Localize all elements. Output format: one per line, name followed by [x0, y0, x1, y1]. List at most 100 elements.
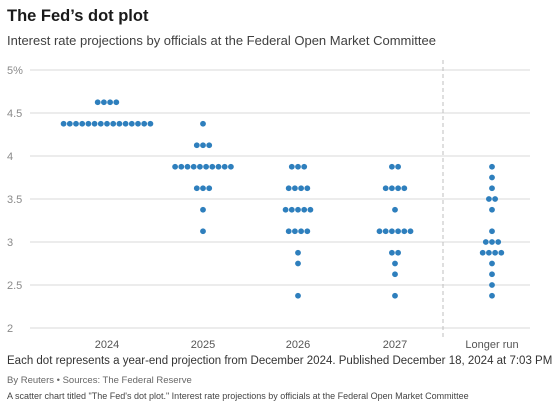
projection-dot [479, 249, 486, 256]
projection-dot [489, 174, 495, 181]
projection-dot [392, 271, 398, 278]
projection-dot [401, 228, 408, 235]
projection-dot [489, 282, 495, 288]
projection-dot [307, 206, 314, 213]
projection-dot [295, 249, 301, 256]
projection-dot [301, 163, 308, 170]
projection-dot [389, 249, 395, 256]
y-tick-label: 2 [7, 323, 13, 335]
projection-dot [200, 228, 206, 235]
projection-dot [389, 228, 395, 235]
projection-dot [489, 239, 495, 245]
dot-plot-chart: 2 2.5 3 3.5 4 4.5 5% 2024 2025 2026 2027 Longer run [7, 60, 530, 351]
projection-dot [301, 206, 308, 213]
y-tick-label: 3.5 [7, 194, 22, 206]
projection-dot [392, 260, 398, 267]
projection-dot [172, 163, 179, 170]
projection-dot [382, 228, 389, 235]
projection-dot [200, 142, 206, 149]
projection-dot [298, 228, 304, 235]
projection-dot [200, 120, 206, 127]
chart-note: Each dot represents a year-end projectio… [7, 355, 554, 367]
x-category-label: 2027 [383, 339, 407, 351]
projection-dot [60, 120, 67, 127]
projection-dot [395, 228, 401, 235]
projection-dot [407, 228, 414, 235]
projection-dot [389, 163, 395, 170]
projection-dot [389, 185, 395, 192]
projection-dot [295, 260, 301, 267]
projection-dot [104, 120, 110, 127]
projection-dot [79, 120, 86, 127]
x-category-label: 2024 [95, 339, 119, 351]
projection-dot [193, 185, 200, 192]
projection-dot [197, 163, 203, 170]
projection-dot [392, 206, 398, 213]
projection-dot [135, 120, 141, 127]
projection-dot [304, 185, 311, 192]
projection-dot [292, 228, 298, 235]
y-tick-label: 4 [7, 151, 13, 163]
projection-dot [489, 292, 495, 299]
projection-dot [184, 163, 191, 170]
projection-dot [85, 120, 92, 127]
chart-byline: By Reuters • Sources: The Federal Reserv… [7, 375, 192, 386]
projection-dot [178, 163, 185, 170]
projection-dot [295, 292, 301, 299]
projection-dot [101, 99, 107, 106]
projection-dot [489, 163, 495, 170]
projection-dot [285, 228, 292, 235]
y-tick-label: 4.5 [7, 108, 22, 120]
projection-dot [486, 196, 492, 202]
projection-dot [107, 99, 113, 106]
x-category-label: 2025 [191, 339, 215, 351]
projection-dot [489, 206, 495, 213]
projection-dot [489, 228, 495, 235]
projection-dot [376, 228, 383, 235]
projection-dot [141, 120, 148, 127]
projection-dot [489, 271, 495, 278]
y-tick-label: 5% [7, 65, 23, 77]
projection-dot [66, 120, 73, 127]
projection-dot [209, 163, 216, 170]
projection-dot [221, 163, 228, 170]
projection-dot [282, 206, 289, 213]
projection-dot [304, 228, 311, 235]
projection-dot [94, 99, 101, 106]
y-tick-label: 2.5 [7, 280, 22, 292]
projection-dot [288, 163, 295, 170]
projection-dot [128, 120, 135, 127]
projection-dot [147, 120, 154, 127]
chart-title: The Fed’s dot plot [7, 7, 149, 25]
projection-dot [206, 185, 213, 192]
projection-dot [122, 120, 129, 127]
projection-dot [492, 249, 498, 256]
projection-dot [203, 163, 210, 170]
projection-dot [492, 196, 498, 202]
projection-dot [401, 185, 408, 192]
y-tick-label: 3 [7, 237, 13, 249]
projection-dot [498, 249, 505, 256]
projection-dot [97, 120, 104, 127]
projection-dot [206, 142, 213, 149]
projection-dot [298, 185, 304, 192]
projection-dot [200, 206, 206, 213]
projection-dot [395, 185, 401, 192]
projection-dot [495, 239, 502, 245]
projection-dot [91, 120, 98, 127]
projection-dot [73, 120, 79, 127]
projection-dot [285, 185, 292, 192]
x-category-label: 2026 [286, 339, 310, 351]
projection-dot [295, 206, 301, 213]
projection-dot [193, 142, 200, 149]
projection-dot [395, 249, 401, 256]
projection-dot [200, 185, 206, 192]
x-category-label: Longer run [465, 339, 518, 351]
projection-dot [110, 120, 117, 127]
projection-dot [489, 185, 495, 192]
chart-subtitle: Interest rate projections by officials a… [7, 33, 436, 48]
projection-dot [392, 292, 398, 299]
projection-dot [482, 239, 489, 245]
projection-dot [382, 185, 389, 192]
projection-dot [228, 163, 234, 170]
